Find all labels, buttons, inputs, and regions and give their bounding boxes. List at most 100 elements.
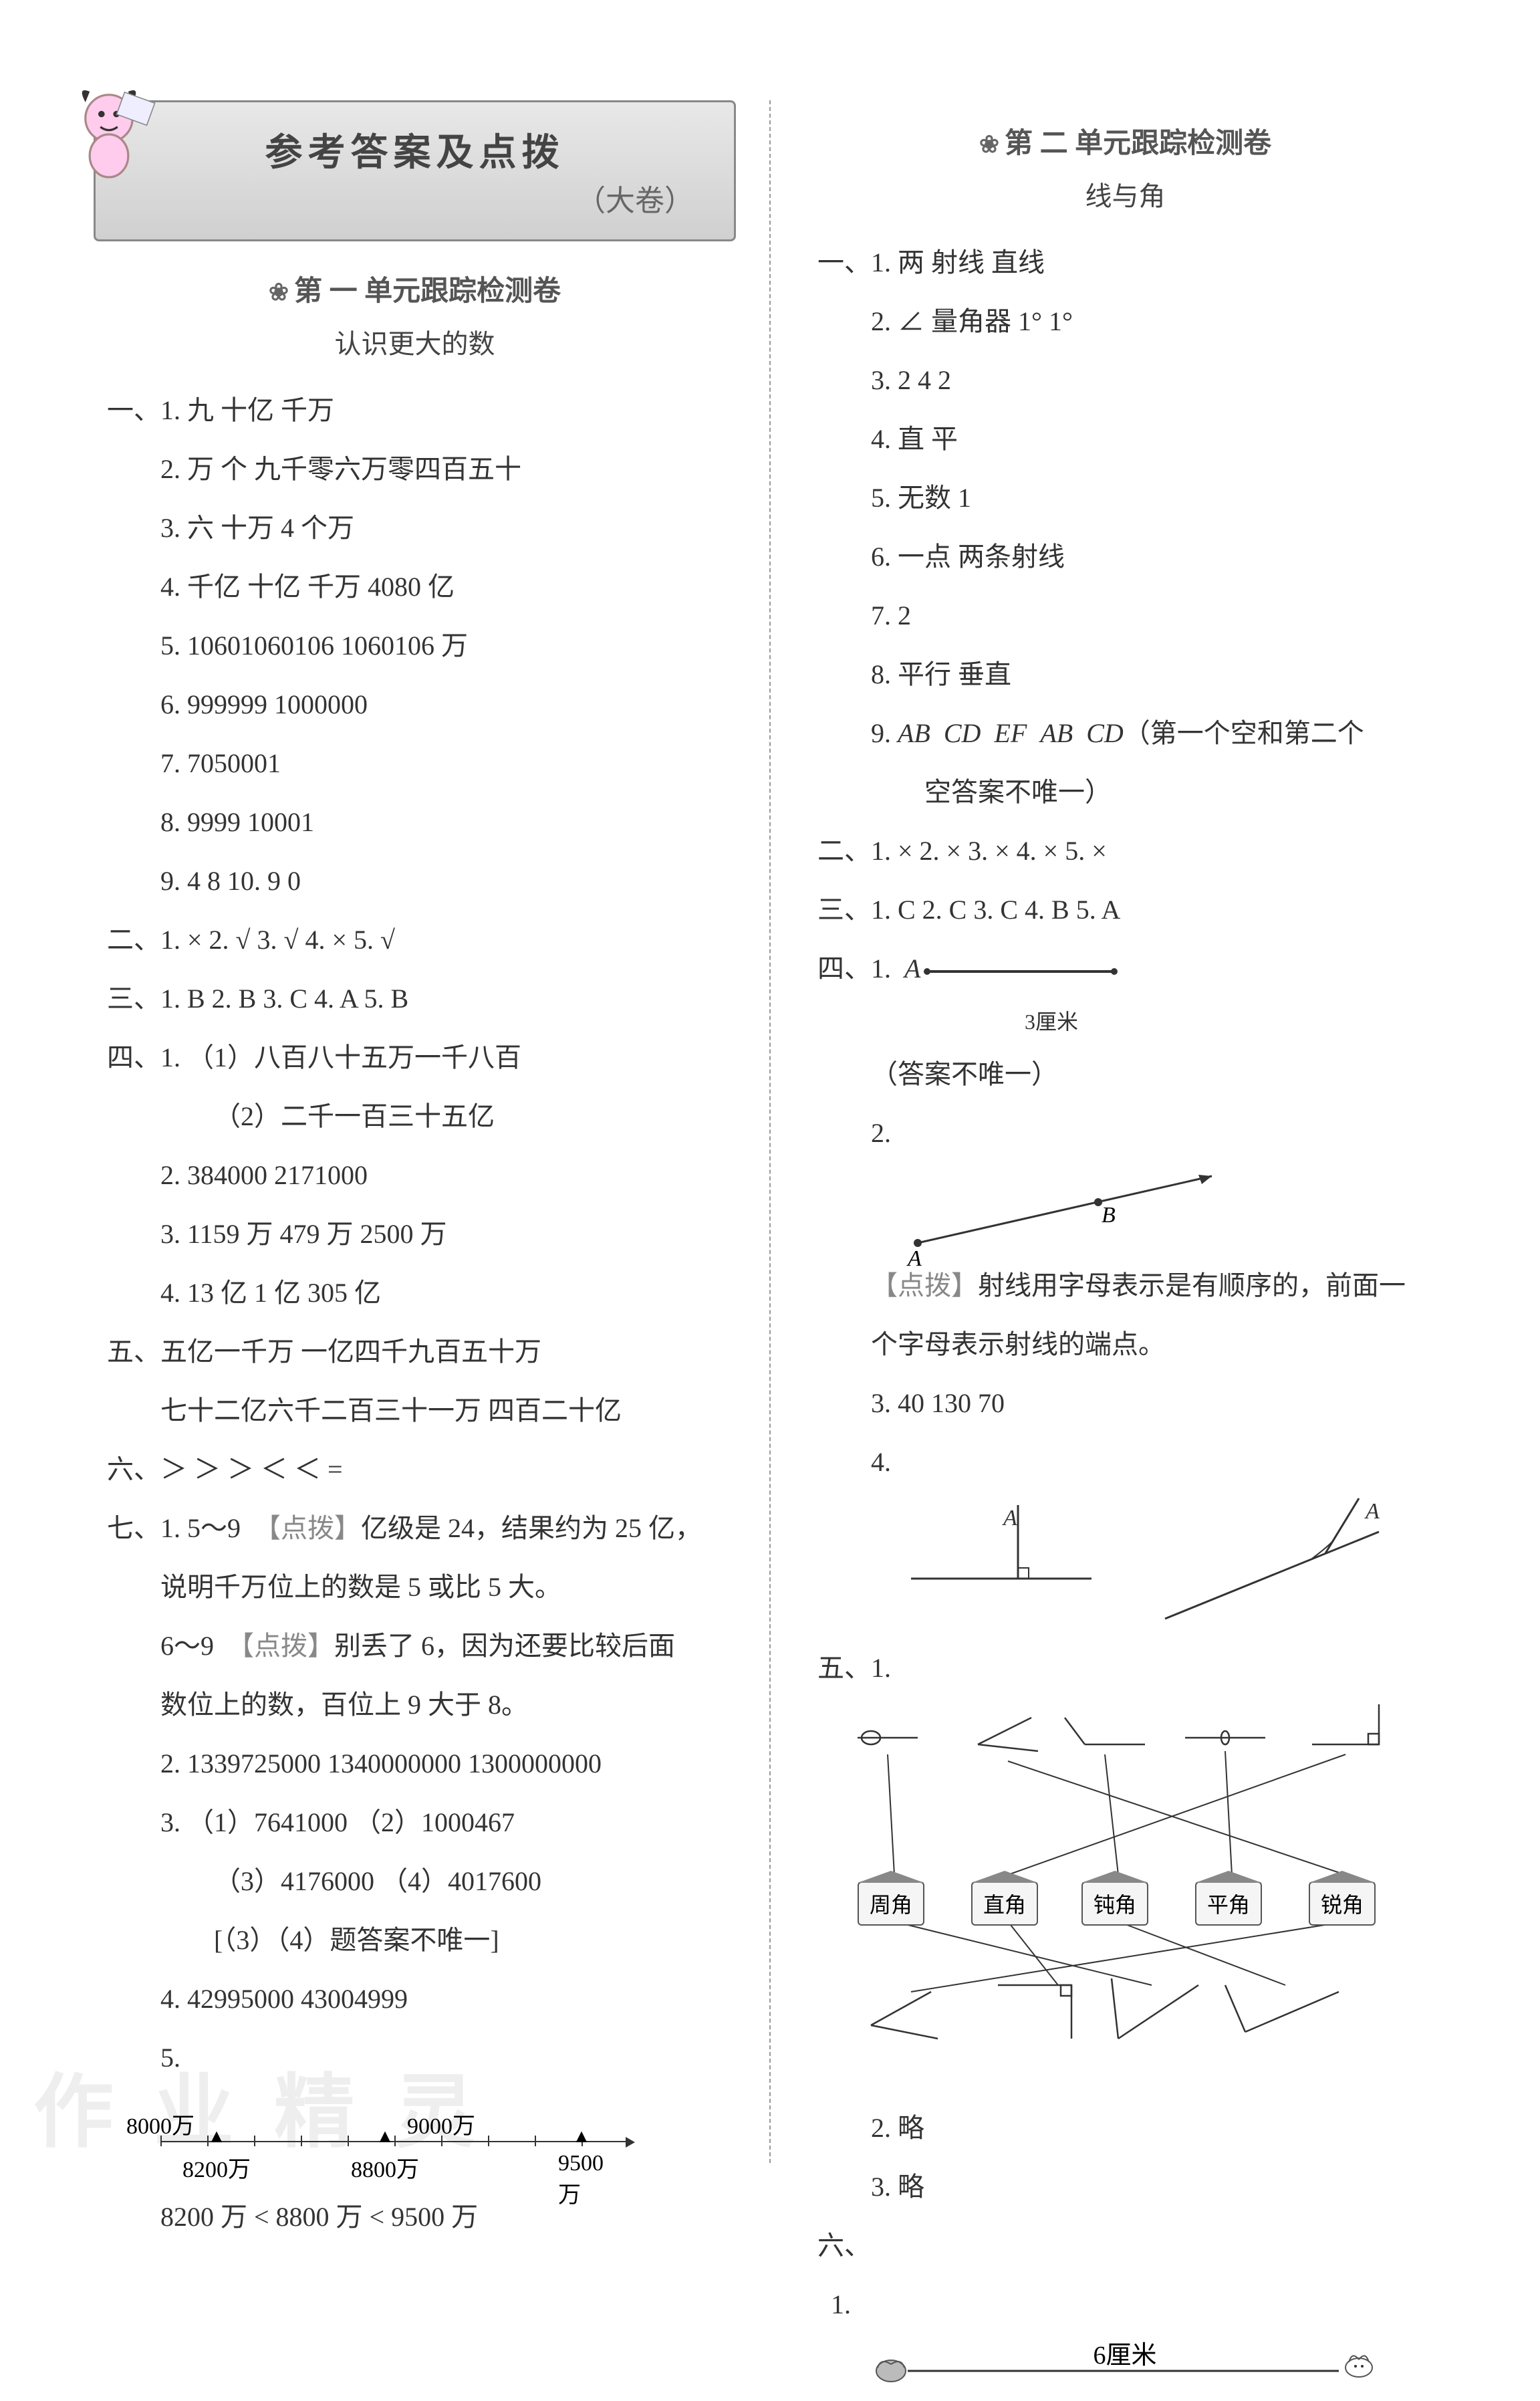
unit1-subtitle: 认识更大的数: [94, 322, 736, 361]
answer-text: 1. × 2. × 3. × 4. × 5. ×: [871, 836, 1107, 866]
u1-s7-q5-label: 5.: [160, 2029, 736, 2087]
answer-text: ＞ ＞ ＞ ＜ ＜ =: [160, 1454, 343, 1484]
section-label: 五、: [107, 1323, 160, 1381]
u2-s1-q5: 5. 无数 1: [871, 469, 1446, 528]
u2-s4-q2-label: 2.: [871, 1104, 1446, 1163]
u1-s5-l1: 五、五亿一千万 一亿四千九百五十万: [107, 1323, 736, 1381]
u1-s7-q5-ans: 8200 万 < 8800 万 < 9500 万: [160, 2188, 736, 2247]
u1-s1-q8: 8. 9999 10001: [160, 793, 736, 852]
u2-s1-q9a: 9. AB CD EF AB CD（第一个空和第二个: [871, 704, 1446, 763]
house-label: 钝角: [1094, 1893, 1136, 1917]
angle-diagrams: A A: [898, 1492, 1399, 1639]
column-divider: [769, 100, 771, 2163]
cd2: CD: [1086, 718, 1124, 748]
section-label: 六、: [107, 1440, 160, 1499]
mascot-icon: [55, 76, 162, 183]
ab2: AB: [1040, 718, 1073, 748]
answer-text: 1. 5～9: [160, 1513, 241, 1543]
u1-s7-q1: 七、1. 5～9 【点拨】亿级是 24，结果约为 25 亿，: [107, 1499, 736, 1558]
main-subtitle: （大卷）: [122, 177, 707, 219]
section-label: 二、: [817, 822, 871, 881]
u2-s5-q3: 3. 略: [871, 2158, 1446, 2216]
u1-s4-q1a: 四、1. （1）八百八十五万一千八百: [107, 1028, 736, 1087]
u2-s1-q2: 2. ∠ 量角器 1° 1°: [871, 292, 1446, 351]
u2-s1-q9b: 空答案不唯一）: [924, 763, 1446, 822]
section-label: 七、: [107, 1499, 160, 1558]
house-box: 锐角: [1309, 1881, 1376, 1926]
nl-label: 8000万: [126, 2107, 195, 2140]
section-label: 四、: [107, 1028, 160, 1087]
u1-s5-l2: 七十二亿六千二百三十一万 四百二十亿: [160, 1381, 736, 1440]
arrow-icon: ▲: [572, 2126, 591, 2148]
house-box: 平角: [1195, 1881, 1262, 1926]
segment-icon: [927, 970, 1114, 973]
unit1-heading-text: 第 一 单元跟踪检测卷: [294, 276, 561, 307]
section-label: 四、: [817, 939, 871, 998]
section-label: 三、: [107, 969, 160, 1028]
u2-s5-q2: 2. 略: [871, 2099, 1446, 2158]
u2-s4-q1-note: （答案不唯一）: [871, 1045, 1446, 1104]
answer-text: 1. B 2. B 3. C 4. A 5. B: [160, 984, 408, 1014]
unit2-heading: ❀第 二 单元跟踪检测卷: [804, 120, 1446, 161]
nl-label: 8200万: [182, 2151, 251, 2184]
u1-s7-q4: 4. 42995000 43004999: [160, 1970, 736, 2029]
u2-s4-q2-hint: 【点拨】射线用字母表示是有顺序的，前面一: [871, 1256, 1446, 1315]
u2-s6: 六、: [817, 2216, 1446, 2275]
u1-s7-q3b: （3）4176000 （4）4017600: [214, 1852, 736, 1911]
right-column: ❀第 二 单元跟踪检测卷 线与角 一、1. 两 射线 直线 2. ∠ 量角器 1…: [777, 100, 1473, 2163]
angles-svg: A A: [898, 1492, 1399, 1639]
house-label: 直角: [983, 1893, 1026, 1917]
answer-text: 1. 两 射线 直线: [871, 247, 1045, 277]
page-container: 参考答案及点拨 （大卷） ❀第 一 单元跟踪检测卷 认识更大的数 一、1. 九 …: [0, 0, 1540, 2230]
u2-s4-q1: 四、1. A: [817, 939, 1446, 998]
answer-text: 五亿一千万 一亿四千九百五十万: [160, 1337, 541, 1367]
u2-s4-q2-hint2: 个字母表示射线的端点。: [871, 1315, 1446, 1374]
u1-s7-q2: 2. 1339725000 1340000000 1300000000: [160, 1734, 736, 1793]
u1-s4-q4: 4. 13 亿 1 亿 305 亿: [160, 1264, 736, 1323]
nl-label: 9500万: [558, 2151, 605, 2209]
u2-s1-q8: 8. 平行 垂直: [871, 645, 1446, 704]
u1-s2: 二、1. × 2. √ 3. √ 4. × 5. √: [107, 911, 736, 969]
svg-text:A: A: [1002, 1506, 1017, 1530]
u1-s1-q2: 2. 万 个 九千零六万零四百五十: [160, 440, 736, 499]
ef: EF: [994, 718, 1027, 748]
u2-s6-q1-label: 1.: [831, 2275, 1446, 2334]
u1-s6: 六、＞ ＞ ＞ ＜ ＜ =: [107, 1440, 736, 1499]
house-label: 周角: [870, 1893, 912, 1917]
u1-s1-q9: 9. 4 8 10. 9 0: [160, 852, 736, 911]
u2-s1-q3: 3. 2 4 2: [871, 351, 1446, 410]
paw-icon: ❀: [979, 130, 999, 158]
u2-s4-q3: 3. 40 130 70: [871, 1374, 1446, 1433]
arrow-icon: ▲: [207, 2126, 226, 2148]
nl-label: 8800万: [351, 2151, 419, 2184]
hint-text: 亿级是 24，结果约为 25 亿，: [361, 1513, 702, 1543]
section-label: 二、: [107, 911, 160, 969]
u2-s3: 三、1. C 2. C 3. C 4. B 5. A: [817, 881, 1446, 939]
hint-label: 【点拨】: [871, 1270, 978, 1300]
number-line-diagram: 8000万 9000万 ▲ ▲ ▲ 8200万 8800万 9500万: [160, 2101, 628, 2181]
section-label: 三、: [817, 881, 871, 939]
bee-line-diagram: 6厘米: [871, 2334, 1379, 2401]
ab: AB: [898, 718, 930, 748]
section-label: 五、: [817, 1639, 871, 1698]
point-a-label: A: [908, 1246, 922, 1272]
u2-s1-q6: 6. 一点 两条射线: [871, 528, 1446, 586]
answer-text: 1. × 2. √ 3. √ 4. × 5. √: [160, 925, 395, 955]
section-label: 一、: [107, 381, 160, 440]
house-box: 周角: [858, 1881, 924, 1926]
section-label: 一、: [817, 233, 871, 292]
u1-s7-q1p2: 6～9 【点拨】别丢了 6，因为还要比较后面: [160, 1617, 736, 1676]
u2-s2: 二、1. × 2. × 3. × 4. × 5. ×: [817, 822, 1446, 881]
u1-s4-q3: 3. 1159 万 479 万 2500 万: [160, 1205, 736, 1264]
u1-s1-q6: 6. 999999 1000000: [160, 675, 736, 734]
answer-text: 1.: [871, 1653, 891, 1683]
ray-svg: [898, 1163, 1232, 1256]
unit2-heading-text: 第 二 单元跟踪检测卷: [1005, 128, 1271, 159]
u1-s1-q3: 3. 六 十万 4 个万: [160, 499, 736, 558]
house-box: 直角: [971, 1881, 1038, 1926]
unit1-heading: ❀第 一 单元跟踪检测卷: [94, 268, 736, 309]
answer-text: 6～9: [160, 1631, 214, 1661]
u2-s4-q1-len: 3厘米: [1025, 998, 1446, 1045]
section-label: 六、: [817, 2216, 871, 2275]
arrow-icon: ▲: [376, 2126, 394, 2148]
